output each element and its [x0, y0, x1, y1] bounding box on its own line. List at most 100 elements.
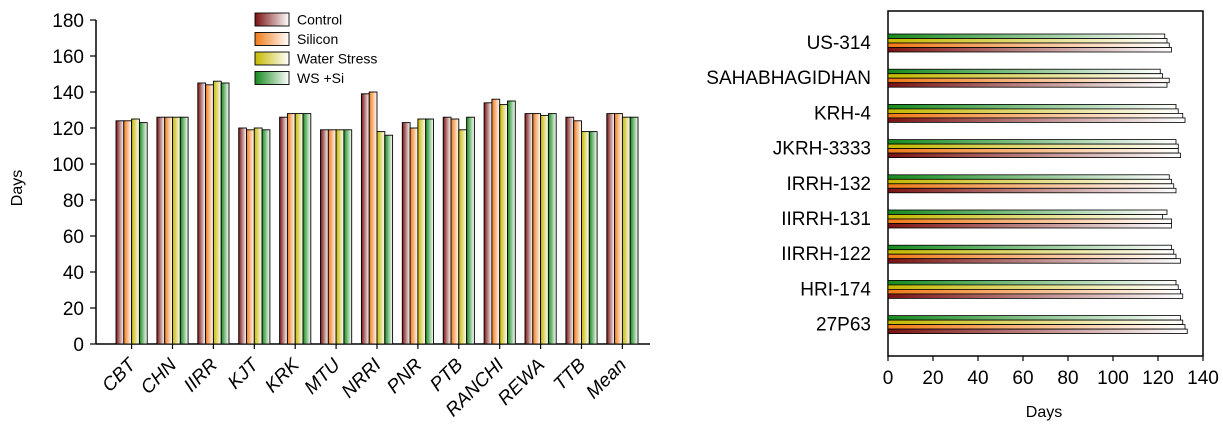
- left-y-tick-label: 20: [63, 299, 84, 320]
- hbar-sahabhagidhan-silicon: [887, 77, 1170, 84]
- hbar-jkrh-3333-ws-si: [887, 139, 1177, 145]
- left-y-tick-label: 180: [52, 11, 84, 32]
- hbar-us-314-silicon: [887, 42, 1170, 48]
- right-x-tick-label: 0: [883, 368, 894, 389]
- bar-ptb-ws-si: [466, 116, 475, 345]
- legend-label-silicon: Silicon: [297, 31, 338, 47]
- hbar-jkrh-3333-water-stress: [887, 143, 1179, 150]
- bar-iirr-control: [197, 82, 207, 345]
- hbar-us-314-ws-si: [887, 33, 1166, 39]
- bar-nrri-silicon: [368, 91, 378, 345]
- hbar-27p63-ws-si: [887, 315, 1181, 321]
- bar-mean-silicon: [614, 113, 623, 345]
- hbar-jkrh-3333-control: [887, 152, 1181, 159]
- right-x-tick-label: 60: [1012, 368, 1033, 389]
- left-y-tick-label: 80: [63, 191, 84, 212]
- right-x-tick-label: 120: [1142, 368, 1174, 389]
- bar-krk-control: [279, 116, 288, 345]
- hbar-krh-4-control: [887, 117, 1186, 123]
- right-y-category-label: 27P63: [816, 315, 871, 336]
- bar-krk-silicon: [286, 113, 296, 345]
- hbar-irrh-132-silicon: [887, 183, 1175, 189]
- left-x-category-label: CHN: [137, 354, 181, 398]
- hbar-krh-4-water-stress: [887, 108, 1179, 114]
- right-x-axis-title: Days: [1026, 404, 1062, 421]
- right-x-tick-label: 20: [922, 368, 943, 389]
- hbar-27p63-control: [887, 328, 1188, 335]
- bar-ptb-silicon: [450, 118, 460, 345]
- bar-mean-control: [606, 113, 616, 345]
- legend-swatch-control: [254, 12, 290, 27]
- hbar-iirrh-122-water-stress: [887, 249, 1175, 255]
- bar-cbt-silicon: [123, 120, 133, 345]
- left-x-category-label: NRRI: [338, 354, 386, 402]
- bar-iirr-silicon: [205, 84, 214, 345]
- bar-ptb-water-stress: [458, 129, 468, 345]
- bar-ranchi-ws-si: [507, 100, 516, 345]
- left-y-tick-label: 160: [52, 47, 84, 68]
- bar-rewa-silicon: [532, 113, 542, 345]
- left-x-category-label: Mean: [582, 355, 630, 403]
- hbar-sahabhagidhan-control: [887, 82, 1168, 88]
- legend-label-control: Control: [297, 12, 342, 28]
- bar-kjt-silicon: [246, 129, 255, 345]
- hbar-27p63-silicon: [887, 324, 1186, 330]
- bar-rewa-control: [524, 113, 534, 345]
- right-x-tick-label: 80: [1057, 368, 1078, 389]
- bar-mtu-ws-si: [343, 129, 353, 345]
- hbar-hri-174-control: [887, 293, 1184, 299]
- hbar-hri-174-water-stress: [887, 284, 1179, 290]
- bar-mean-ws-si: [629, 116, 639, 345]
- right-x-tick-label: 100: [1097, 368, 1129, 389]
- left-y-tick-label: 60: [63, 227, 84, 248]
- left-y-tick-label: 120: [52, 119, 84, 140]
- left-y-axis-title: Days: [9, 170, 26, 206]
- hbar-jkrh-3333-silicon: [887, 148, 1179, 154]
- bar-kjt-water-stress: [253, 127, 263, 345]
- right-x-tick-label: 140: [1187, 368, 1219, 389]
- legend-swatch-water-stress: [254, 51, 290, 66]
- left-x-category-label: CBT: [98, 354, 141, 397]
- right-x-tick-label: 40: [967, 368, 988, 389]
- bar-mtu-water-stress: [335, 129, 345, 345]
- bar-chn-ws-si: [179, 116, 189, 345]
- bar-ranchi-control: [483, 102, 493, 345]
- right-y-category-label: IIRRH-131: [781, 209, 871, 230]
- hbar-us-314-control: [887, 47, 1172, 53]
- hbar-hri-174-ws-si: [887, 279, 1177, 286]
- left-x-category-label: MTU: [301, 354, 345, 398]
- legend-label-water-stress: Water Stress: [297, 51, 377, 67]
- bar-ttb-water-stress: [581, 131, 590, 345]
- left-x-category-label: REWA: [494, 355, 549, 410]
- right-y-category-label: US-314: [807, 33, 872, 54]
- bar-mean-water-stress: [621, 116, 631, 345]
- right-y-category-label: IRRH-132: [787, 174, 871, 195]
- hbar-iirrh-122-ws-si: [887, 244, 1172, 251]
- bar-rewa-water-stress: [540, 114, 549, 345]
- hbar-krh-4-ws-si: [887, 104, 1177, 110]
- hbar-iirrh-122-control: [887, 258, 1181, 264]
- left-x-category-label: KJT: [224, 354, 264, 394]
- bar-kjt-control: [238, 127, 247, 345]
- left-y-tick-label: 100: [52, 155, 84, 176]
- bar-rewa-ws-si: [547, 113, 557, 345]
- right-y-category-label: JKRH-3333: [773, 139, 871, 160]
- left-y-tick-label: 0: [73, 335, 84, 356]
- hbar-iirrh-131-water-stress: [887, 214, 1163, 220]
- bar-ptb-control: [442, 116, 452, 345]
- legend-label-ws-si: WS +Si: [297, 70, 344, 86]
- left-y-tick-label: 140: [52, 83, 84, 104]
- bar-ttb-control: [565, 116, 575, 345]
- left-x-category-label: KRK: [261, 354, 304, 397]
- hbar-hri-174-silicon: [887, 288, 1181, 295]
- bar-cbt-water-stress: [131, 118, 140, 345]
- left-x-category-label: IIRR: [180, 354, 222, 396]
- hbar-us-314-water-stress: [887, 38, 1168, 44]
- left-x-category-label: PNR: [383, 354, 426, 397]
- hbar-sahabhagidhan-ws-si: [887, 68, 1161, 75]
- hbar-irrh-132-water-stress: [887, 178, 1172, 185]
- bar-chn-control: [156, 116, 166, 345]
- legend-swatch-silicon: [254, 32, 290, 46]
- bar-mtu-control: [320, 129, 329, 345]
